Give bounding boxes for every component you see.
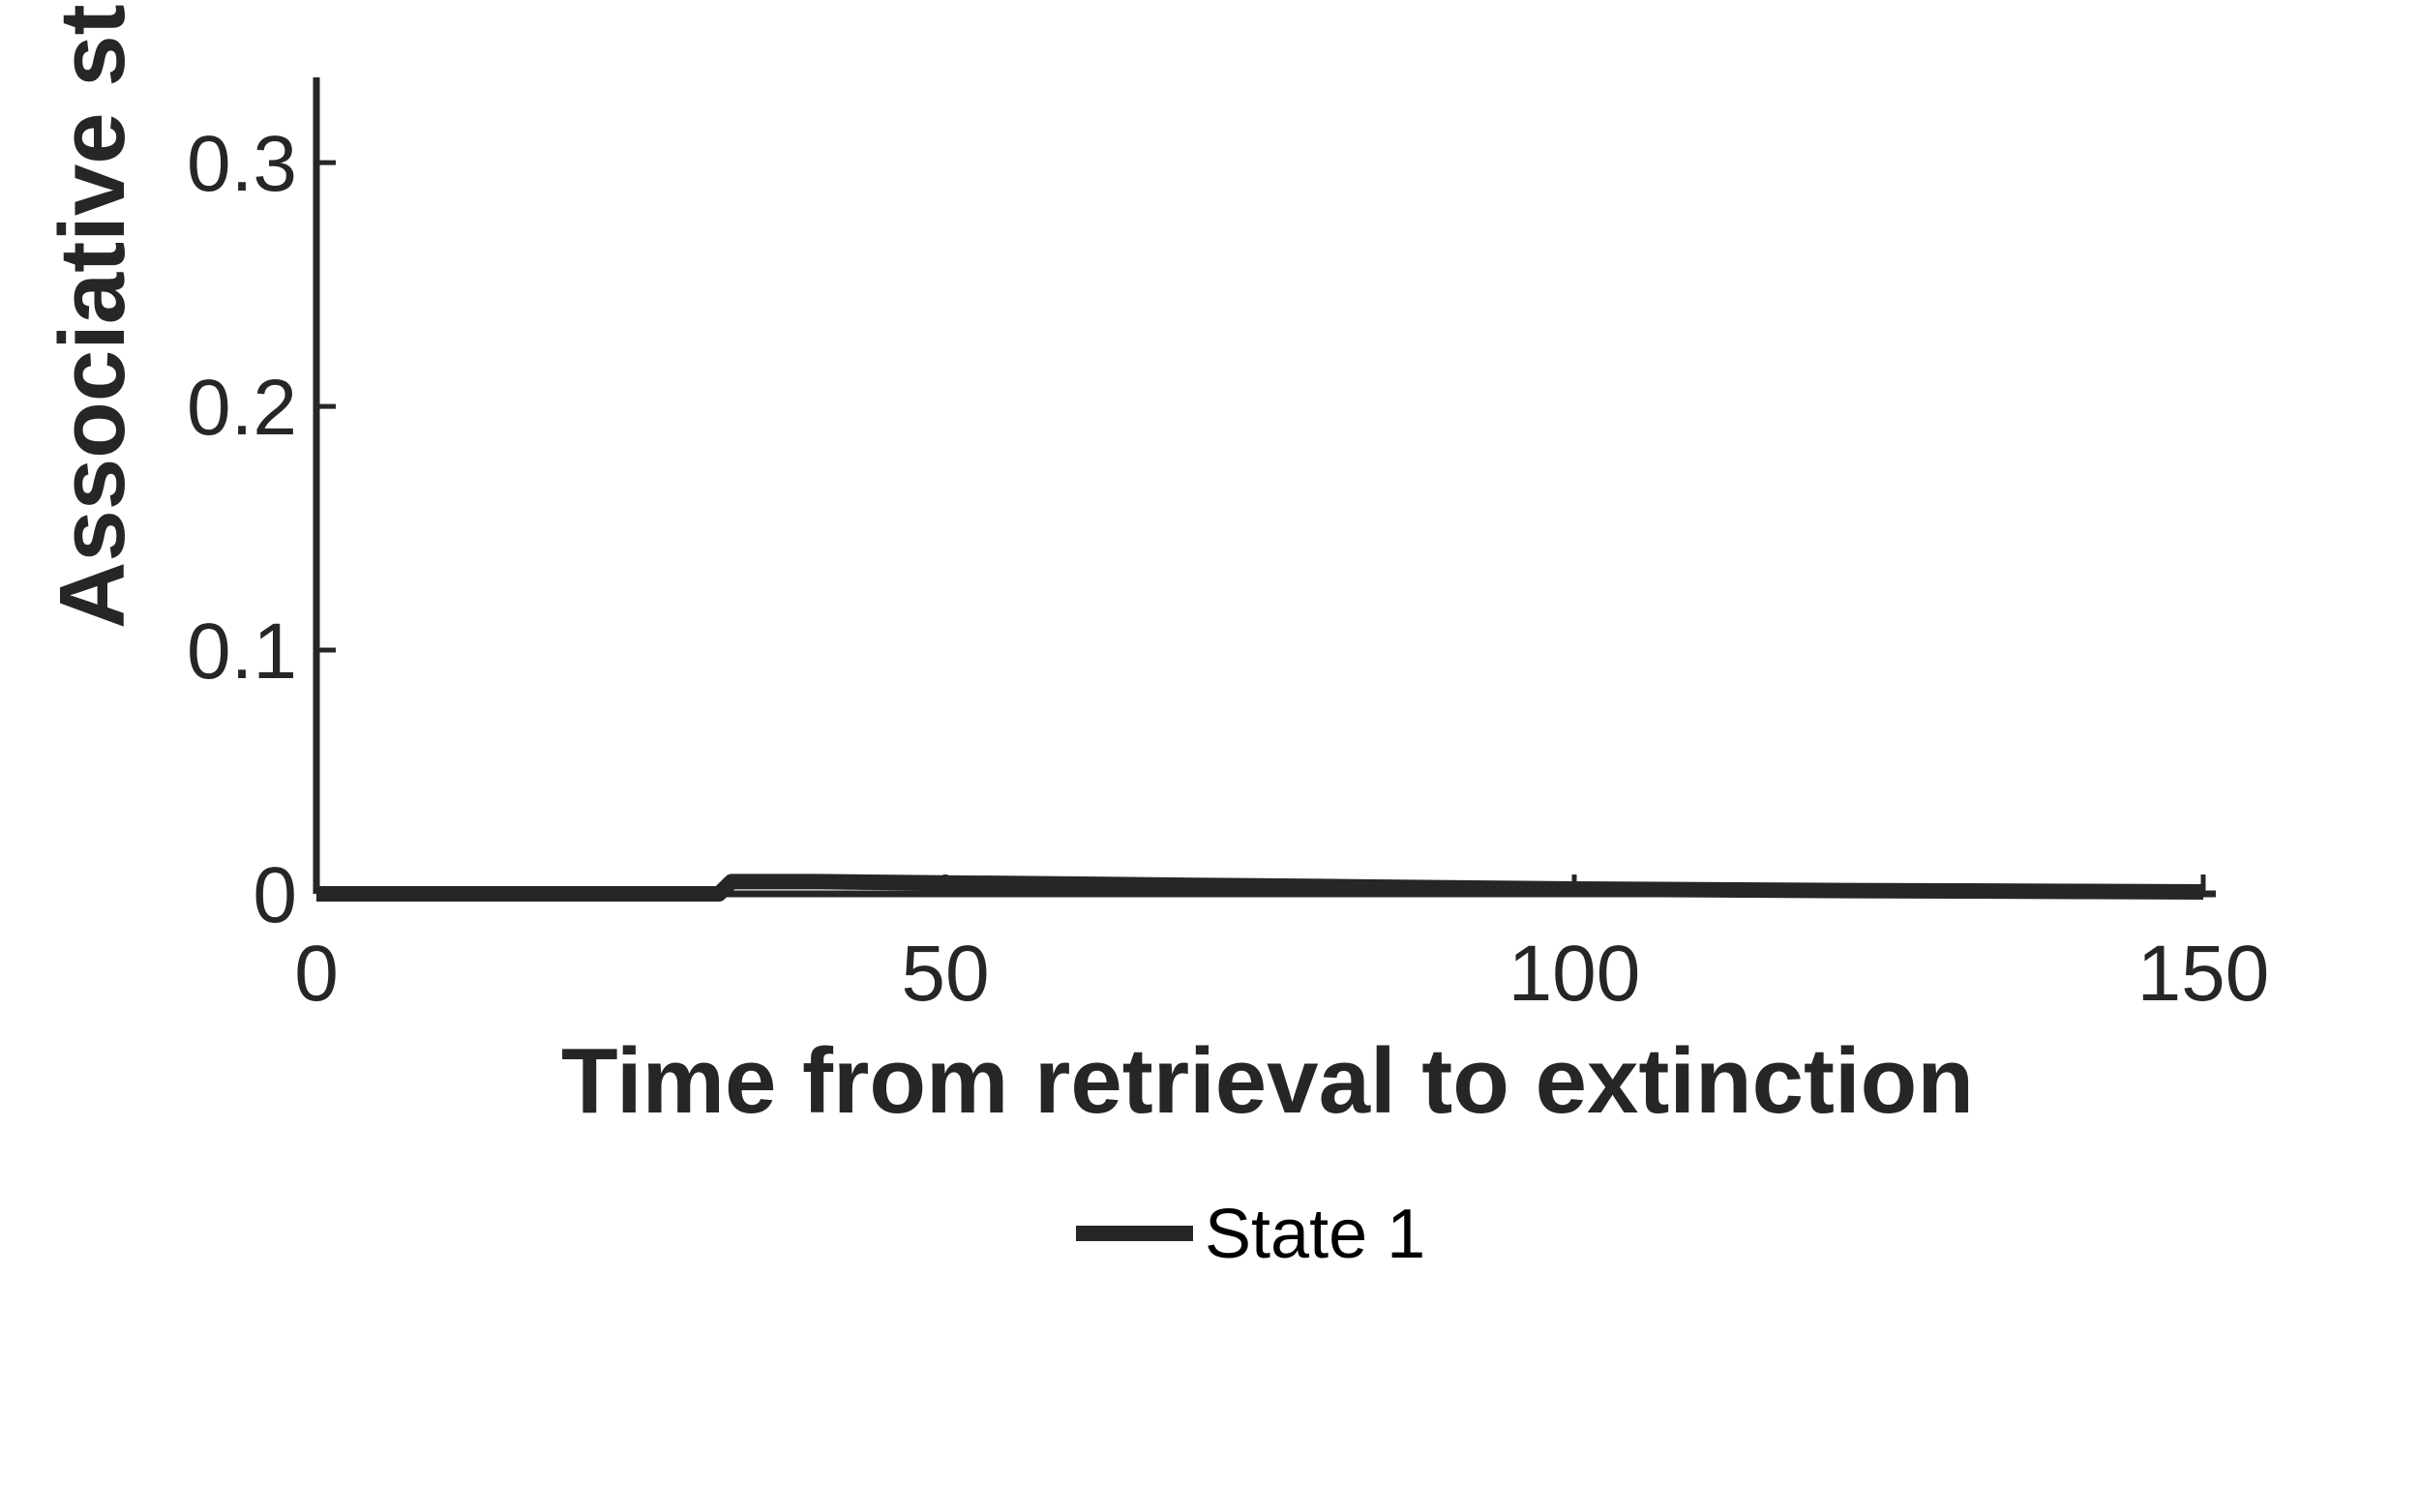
x-tick-label: 50	[901, 930, 989, 1018]
x-tick-label: 150	[2137, 930, 2270, 1018]
legend-label: State 1	[1205, 1196, 1425, 1273]
x-tick-label: 0	[294, 930, 339, 1018]
y-axis-title-group: Associative strength	[41, 0, 144, 629]
legend: State 1	[1076, 1196, 1425, 1273]
y-tick-label: 0	[253, 851, 297, 939]
plot-area: 0 0.1 0.2 0.3 0 50 100 150	[187, 77, 2269, 1018]
y-tick-label: 0.1	[187, 608, 297, 696]
x-tick-label: 100	[1508, 930, 1641, 1018]
y-tick-label: 0.3	[187, 120, 297, 208]
x-axis-title: Time from retrieval to extinction	[561, 1029, 1974, 1133]
y-axis-title: Associative strength	[41, 0, 144, 629]
y-tick-label: 0.2	[187, 364, 297, 452]
series-line-state-1	[316, 874, 2204, 902]
